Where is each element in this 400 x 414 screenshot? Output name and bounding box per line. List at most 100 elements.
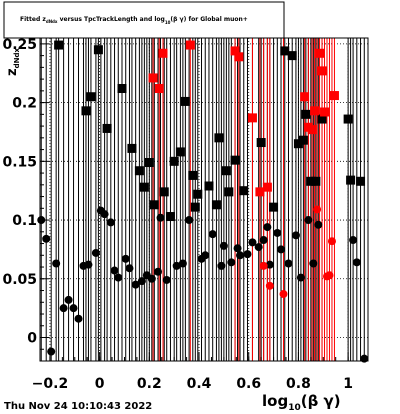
square-marker [255, 187, 265, 197]
circle-marker [69, 304, 78, 313]
square-marker [188, 170, 198, 180]
circle-marker [259, 236, 268, 245]
x-tick-label: 0.2 [137, 376, 162, 392]
square-marker [169, 156, 179, 166]
y-tick-label: 0.1 [12, 213, 37, 229]
square-marker [180, 96, 190, 106]
square-marker [81, 106, 91, 116]
y-tick-label: 0.15 [2, 154, 37, 170]
circle-marker [352, 258, 361, 267]
circle-marker [47, 347, 56, 356]
circle-marker [254, 243, 263, 252]
title-box [3, 1, 285, 39]
square-marker [148, 73, 158, 83]
circle-marker [110, 266, 119, 275]
square-marker [102, 123, 112, 133]
square-marker [343, 114, 353, 124]
square-marker [86, 92, 96, 102]
square-marker [93, 45, 103, 55]
circle-marker [233, 244, 242, 253]
square-marker [175, 147, 185, 157]
circle-marker [106, 218, 115, 227]
x-axis-label: log10(β γ) [262, 392, 341, 413]
circle-marker [178, 259, 187, 268]
circle-marker [236, 251, 245, 260]
circle-marker [84, 260, 93, 269]
square-marker [317, 66, 327, 76]
square-marker [280, 46, 290, 56]
square-marker [329, 91, 339, 101]
square-marker [317, 114, 327, 124]
circle-marker [265, 260, 274, 269]
y-tick-label: 0.05 [2, 272, 37, 288]
y-tick-label: 0 [27, 331, 37, 347]
square-marker [311, 176, 321, 186]
circle-marker [313, 205, 322, 214]
square-marker [230, 155, 240, 165]
square-marker [300, 92, 310, 102]
circle-marker [154, 267, 163, 276]
circle-marker [114, 273, 123, 282]
circle-marker [131, 280, 140, 289]
circle-marker [327, 237, 336, 246]
x-tick-label: 0.6 [236, 376, 261, 392]
square-marker [320, 107, 330, 117]
x-tick-label: 0 [95, 376, 105, 392]
circle-marker [162, 275, 171, 284]
circle-marker [304, 216, 313, 225]
square-marker [214, 133, 224, 143]
circle-marker [172, 261, 181, 270]
circle-marker [100, 210, 109, 219]
square-marker [298, 135, 308, 145]
square-marker [54, 40, 64, 50]
square-marker [144, 158, 154, 168]
y-tick-label: 0.25 [2, 37, 37, 53]
circle-marker [91, 248, 100, 257]
circle-marker [265, 281, 274, 290]
circle-marker [201, 251, 210, 260]
circle-marker [59, 304, 68, 313]
circle-marker [248, 238, 257, 247]
plot-frame [39, 37, 369, 362]
square-marker [165, 212, 175, 222]
square-marker [139, 182, 149, 192]
square-marker [239, 186, 249, 196]
square-marker [221, 166, 231, 176]
circle-marker [185, 216, 194, 225]
square-marker [293, 139, 303, 149]
circle-marker [325, 271, 334, 280]
square-marker [117, 84, 127, 94]
circle-marker [296, 273, 305, 282]
timestamp: Thu Nov 24 10:10:43 2022 [4, 401, 152, 412]
square-marker [134, 166, 144, 176]
circle-marker [273, 228, 282, 237]
square-marker [158, 48, 168, 58]
square-marker [224, 187, 234, 197]
data-points [37, 40, 369, 363]
y-axis-label: zdNdx [5, 48, 21, 76]
square-marker [287, 51, 297, 61]
circle-marker [156, 213, 165, 222]
circle-marker [137, 277, 146, 286]
circle-marker [243, 250, 252, 259]
square-marker [307, 125, 317, 135]
square-marker [315, 48, 325, 58]
square-marker [204, 181, 214, 191]
circle-marker [121, 254, 130, 263]
axis-ticks: −0.2 0 0.2 0.4 0.6 0.8 1 0 0.05 0.1 0.15 0.2 0.25 [2, 37, 353, 392]
square-marker [269, 202, 279, 212]
circle-marker [52, 259, 61, 268]
circle-marker [349, 236, 358, 245]
circle-marker [284, 259, 293, 268]
circle-marker [291, 231, 300, 240]
square-marker [301, 109, 311, 119]
square-marker [356, 176, 366, 186]
circle-marker [42, 234, 51, 243]
circle-marker [259, 261, 268, 270]
circle-marker [217, 261, 226, 270]
square-marker [230, 46, 240, 56]
circle-marker [277, 245, 286, 254]
y-tick-label: 0.2 [12, 96, 37, 112]
error-bars [40, 38, 365, 361]
